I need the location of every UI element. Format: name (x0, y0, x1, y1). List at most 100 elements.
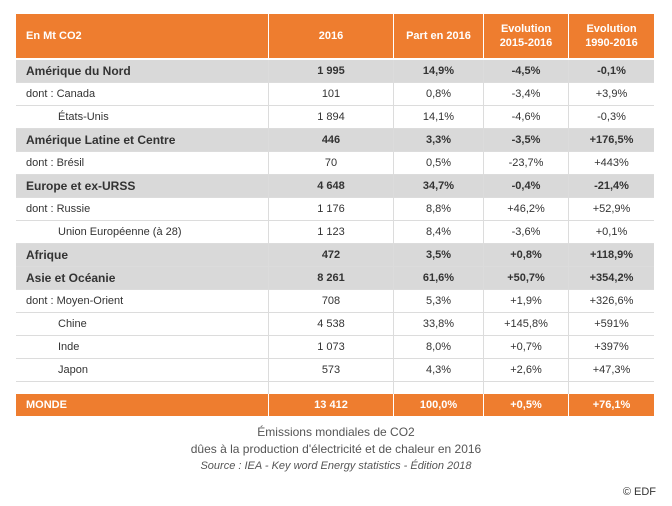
spacer-cell (393, 382, 483, 394)
header-evolution-1990-2016: Evolution 1990-2016 (568, 14, 654, 60)
row-label: Asie et Océanie (16, 267, 268, 290)
spacer-cell (568, 382, 654, 394)
share-2016: 4,3% (393, 359, 483, 382)
spacer-cell (268, 382, 393, 394)
evolution-1990-2016: -21,4% (568, 175, 654, 198)
evolution-2015-2016: -4,6% (483, 106, 568, 129)
caption-source: Source : IEA - Key word Energy statistic… (200, 460, 472, 472)
evolution-2015-2016: -0,4% (483, 175, 568, 198)
row-label: Europe et ex-URSS (16, 175, 268, 198)
region-row: Afrique 472 3,5% +0,8% +118,9% (16, 244, 654, 267)
value-2016: 1 073 (268, 336, 393, 359)
evolution-1990-2016: -0,3% (568, 106, 654, 129)
total-evolution-2015-2016: +0,5% (483, 394, 568, 416)
region-row: Amérique du Nord 1 995 14,9% -4,5% -0,1% (16, 60, 654, 83)
share-2016: 33,8% (393, 313, 483, 336)
evolution-2015-2016: -3,5% (483, 129, 568, 152)
table-row: Chine 4 538 33,8% +145,8% +591% (16, 313, 654, 336)
caption-subtitle: dûes à la production d'électricité et de… (190, 442, 482, 456)
evolution-2015-2016: +0,7% (483, 336, 568, 359)
header-2016: 2016 (268, 14, 393, 60)
table-caption: Émissions mondiales de CO2 dûes à la pro… (0, 424, 672, 475)
total-share-2016: 100,0% (393, 394, 483, 416)
table-row: Union Européenne (à 28) 1 123 8,4% -3,6% +0,… (16, 221, 654, 244)
evolution-2015-2016: +46,2% (483, 198, 568, 221)
evolution-1990-2016: +52,9% (568, 198, 654, 221)
evolution-1990-2016: +47,3% (568, 359, 654, 382)
share-2016: 0,8% (393, 83, 483, 106)
evolution-1990-2016: +0,1% (568, 221, 654, 244)
spacer-cell (16, 382, 268, 394)
emissions-table: En Mt CO2 2016 Part en 2016 Evolution 20… (16, 14, 654, 416)
table-row: dont : Moyen-Orient 708 5,3% +1,9% +326,6% (16, 290, 654, 313)
value-2016: 1 894 (268, 106, 393, 129)
table-row: dont : Brésil 70 0,5% -23,7% +443% (16, 152, 654, 175)
evolution-2015-2016: +1,9% (483, 290, 568, 313)
share-2016: 14,9% (393, 60, 483, 83)
share-2016: 5,3% (393, 290, 483, 313)
evolution-1990-2016: +397% (568, 336, 654, 359)
evolution-2015-2016: -3,4% (483, 83, 568, 106)
value-2016: 4 538 (268, 313, 393, 336)
evolution-2015-2016: +2,6% (483, 359, 568, 382)
evolution-1990-2016: +443% (568, 152, 654, 175)
share-2016: 3,5% (393, 244, 483, 267)
row-label: Amérique du Nord (16, 60, 268, 83)
table-header-row: En Mt CO2 2016 Part en 2016 Evolution 20… (16, 14, 654, 60)
total-value-2016: 13 412 (268, 394, 393, 416)
share-2016: 34,7% (393, 175, 483, 198)
header-share-2016: Part en 2016 (393, 14, 483, 60)
row-label: Chine (16, 313, 268, 336)
row-label: dont : Canada (16, 83, 268, 106)
evolution-2015-2016: -4,5% (483, 60, 568, 83)
evolution-2015-2016: -23,7% (483, 152, 568, 175)
total-evolution-1990-2016: +76,1% (568, 394, 654, 416)
share-2016: 8,8% (393, 198, 483, 221)
value-2016: 1 176 (268, 198, 393, 221)
value-2016: 446 (268, 129, 393, 152)
spacer-row (16, 382, 654, 394)
evolution-1990-2016: +354,2% (568, 267, 654, 290)
value-2016: 8 261 (268, 267, 393, 290)
region-row: Amérique Latine et Centre 446 3,3% -3,5% +17… (16, 129, 654, 152)
evolution-1990-2016: +591% (568, 313, 654, 336)
row-label: Afrique (16, 244, 268, 267)
header-evolution-2015-2016: Evolution 2015-2016 (483, 14, 568, 60)
share-2016: 3,3% (393, 129, 483, 152)
header-unit: En Mt CO2 (16, 14, 268, 60)
evolution-1990-2016: +118,9% (568, 244, 654, 267)
value-2016: 101 (268, 83, 393, 106)
evolution-2015-2016: -3,6% (483, 221, 568, 244)
evolution-2015-2016: +145,8% (483, 313, 568, 336)
share-2016: 61,6% (393, 267, 483, 290)
table-row: dont : Canada 101 0,8% -3,4% +3,9% (16, 83, 654, 106)
total-row-label: MONDE (16, 394, 268, 416)
row-label: États-Unis (16, 106, 268, 129)
value-2016: 708 (268, 290, 393, 313)
value-2016: 1 995 (268, 60, 393, 83)
value-2016: 4 648 (268, 175, 393, 198)
row-label: dont : Russie (16, 198, 268, 221)
evolution-1990-2016: +326,6% (568, 290, 654, 313)
evolution-1990-2016: +176,5% (568, 129, 654, 152)
region-row: Asie et Océanie 8 261 61,6% +50,7% +354,2% (16, 267, 654, 290)
row-label: Japon (16, 359, 268, 382)
evolution-2015-2016: +0,8% (483, 244, 568, 267)
table-row: dont : Russie 1 176 8,8% +46,2% +52,9% (16, 198, 654, 221)
region-row: Europe et ex-URSS 4 648 34,7% -0,4% -21,4% (16, 175, 654, 198)
row-label: dont : Brésil (16, 152, 268, 175)
row-label: dont : Moyen-Orient (16, 290, 268, 313)
total-row: MONDE 13 412 100,0% +0,5% +76,1% (16, 394, 654, 416)
value-2016: 1 123 (268, 221, 393, 244)
table-row: Inde 1 073 8,0% +0,7% +397% (16, 336, 654, 359)
row-label: Amérique Latine et Centre (16, 129, 268, 152)
value-2016: 472 (268, 244, 393, 267)
share-2016: 14,1% (393, 106, 483, 129)
value-2016: 70 (268, 152, 393, 175)
evolution-2015-2016: +50,7% (483, 267, 568, 290)
copyright-text: © EDF (622, 486, 656, 498)
table-row: États-Unis 1 894 14,1% -4,6% -0,3% (16, 106, 654, 129)
share-2016: 8,0% (393, 336, 483, 359)
row-label: Union Européenne (à 28) (16, 221, 268, 244)
share-2016: 0,5% (393, 152, 483, 175)
